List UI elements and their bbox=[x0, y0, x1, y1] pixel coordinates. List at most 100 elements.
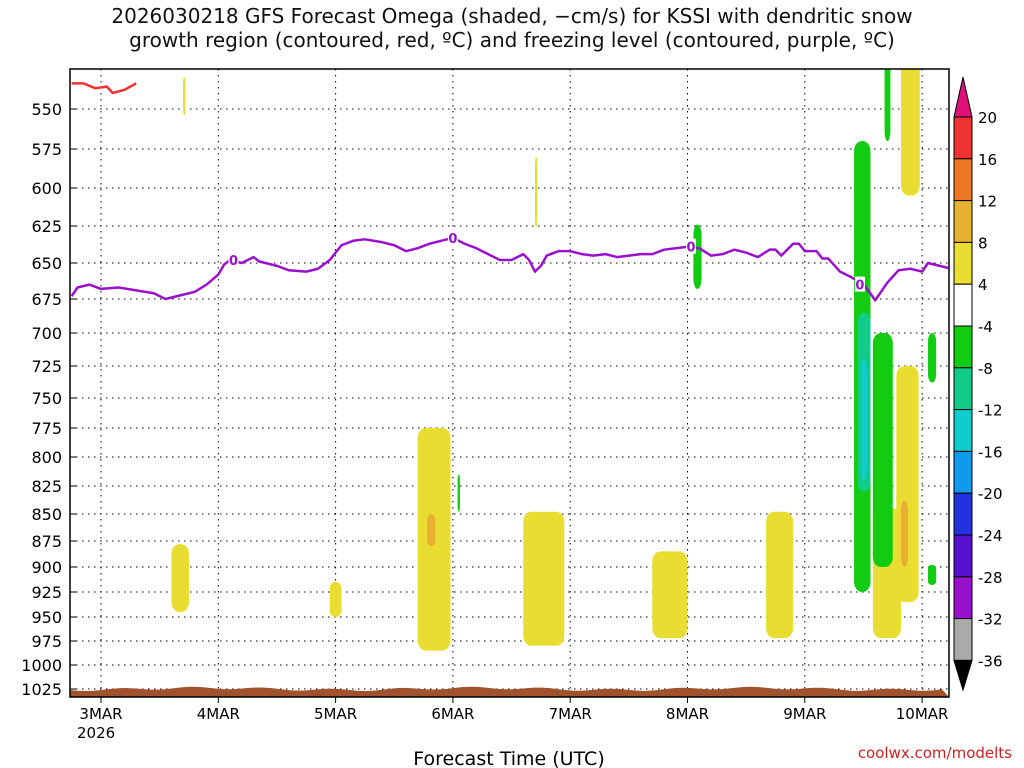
colorbar-label: -16 bbox=[978, 443, 1003, 461]
omega-region bbox=[884, 69, 891, 141]
plot-frame bbox=[69, 68, 950, 698]
x-tick-label: 6MAR bbox=[431, 705, 474, 723]
y-tick-label: 800 bbox=[31, 448, 62, 467]
colorbar-legend: 20 16 12 8 4 -4 -8 -12 -16 -20 -24 -28 -32 -36 bbox=[953, 76, 1003, 692]
chart-title-line-2: growth region (contoured, red, ºC) and f… bbox=[129, 28, 895, 52]
omega-region bbox=[900, 69, 920, 196]
omega-region bbox=[457, 474, 460, 512]
colorbar-swatch bbox=[953, 283, 973, 327]
freezing-level-contour: 0 0 0 0 bbox=[70, 229, 949, 302]
colorbar-label: -20 bbox=[978, 485, 1003, 503]
colorbar-label: -32 bbox=[978, 611, 1003, 629]
omega-region bbox=[861, 359, 867, 481]
colorbar-swatch bbox=[953, 200, 973, 243]
colorbar-label: -28 bbox=[978, 569, 1003, 587]
omega-region bbox=[900, 500, 909, 567]
terrain-band bbox=[70, 686, 949, 697]
omega-region bbox=[652, 551, 688, 639]
freezing-level-label: 0 bbox=[229, 254, 238, 269]
colorbar-bottom-arrow bbox=[953, 659, 973, 692]
omega-region bbox=[427, 514, 436, 547]
freezing-level-label: 0 bbox=[686, 241, 695, 256]
x-tick-label: 9MAR bbox=[783, 705, 826, 723]
contour-label-bg bbox=[854, 276, 865, 292]
x-tick-label: 5MAR bbox=[314, 705, 357, 723]
x-tick-label: 4MAR bbox=[197, 705, 240, 723]
colorbar-swatch bbox=[953, 576, 973, 620]
colorbar-label: -12 bbox=[978, 402, 1003, 420]
y-tick-label: 875 bbox=[31, 532, 62, 551]
freezing-level-line bbox=[70, 236, 949, 302]
freezing-level-label: 0 bbox=[448, 232, 457, 247]
y-tick-label: 700 bbox=[31, 324, 62, 343]
y-tick-label: 625 bbox=[31, 217, 62, 236]
colorbar-label: -36 bbox=[978, 652, 1003, 670]
y-tick-label: 675 bbox=[31, 290, 62, 309]
contour-label-bg bbox=[228, 252, 239, 268]
colorbar-swatch bbox=[953, 367, 973, 411]
y-tick-label: 650 bbox=[31, 254, 62, 273]
omega-region bbox=[329, 582, 342, 617]
colorbar-label: -8 bbox=[978, 360, 993, 378]
colorbar-swatch bbox=[953, 241, 973, 285]
x-axis-year-label: 2026 bbox=[77, 724, 115, 742]
colorbar-swatch bbox=[953, 450, 973, 494]
colorbar-swatch bbox=[953, 325, 973, 369]
colorbar-swatch bbox=[953, 158, 973, 202]
dgz-line bbox=[71, 82, 137, 95]
y-tick-label: 575 bbox=[31, 140, 62, 159]
colorbar-label: 12 bbox=[978, 193, 997, 211]
colorbar-label: 16 bbox=[978, 151, 997, 169]
omega-region bbox=[927, 564, 937, 585]
source-credit: coolwx.com/modelts bbox=[857, 744, 1012, 762]
chart-title-line-1: 2026030218 GFS Forecast Omega (shaded, −… bbox=[111, 4, 913, 28]
x-tick-label: 7MAR bbox=[549, 705, 592, 723]
y-tick-label: 550 bbox=[31, 100, 62, 119]
y-tick-label: 975 bbox=[31, 632, 62, 651]
y-tick-label: 950 bbox=[31, 608, 62, 627]
x-tick-label: 10MAR bbox=[896, 705, 949, 723]
colorbar-swatch bbox=[953, 492, 973, 536]
colorbar-label: 4 bbox=[978, 276, 988, 294]
omega-region bbox=[896, 366, 919, 602]
freezing-level-label: 0 bbox=[855, 279, 864, 294]
y-tick-label: 1000 bbox=[21, 656, 62, 675]
y-tick-label: 600 bbox=[31, 179, 62, 198]
omega-shading bbox=[171, 69, 937, 651]
y-tick-label: 825 bbox=[31, 477, 62, 496]
y-tick-label: 725 bbox=[31, 357, 62, 376]
colorbar-label: 8 bbox=[978, 234, 988, 252]
omega-region bbox=[872, 333, 893, 567]
grid-lines bbox=[70, 69, 949, 697]
omega-region bbox=[535, 156, 538, 228]
colorbar-label: -24 bbox=[978, 527, 1003, 545]
omega-region bbox=[171, 544, 189, 612]
x-tick-label: 3MAR bbox=[79, 705, 122, 723]
colorbar-swatch bbox=[953, 618, 973, 661]
colorbar-label: 20 bbox=[978, 109, 997, 127]
y-tick-label: 750 bbox=[31, 389, 62, 408]
omega-region bbox=[183, 77, 186, 116]
dgz-contour bbox=[71, 82, 137, 95]
y-tick-label: 775 bbox=[31, 419, 62, 438]
omega-region bbox=[927, 333, 937, 383]
y-axis: 550 575 600 625 650 675 700 725 750 775 800 825 850 8… bbox=[21, 100, 76, 699]
x-axis: 3MAR 4MAR 5MAR 6MAR 7MAR 8MAR 9MAR 10MAR bbox=[79, 697, 948, 723]
contour-label-bg bbox=[686, 238, 697, 254]
y-tick-label: 900 bbox=[31, 558, 62, 577]
colorbar-swatch bbox=[953, 534, 973, 578]
colorbar-top-arrow bbox=[953, 76, 973, 118]
contour-label-bg bbox=[447, 229, 458, 245]
y-tick-label: 1025 bbox=[21, 680, 62, 699]
terrain-surface bbox=[70, 686, 949, 697]
colorbar-label: -4 bbox=[978, 318, 993, 336]
x-axis-title: Forecast Time (UTC) bbox=[413, 748, 604, 768]
colorbar-swatch bbox=[953, 116, 973, 160]
omega-region bbox=[766, 511, 794, 639]
omega-region bbox=[523, 511, 565, 646]
y-tick-label: 850 bbox=[31, 505, 62, 524]
x-tick-label: 8MAR bbox=[666, 705, 709, 723]
colorbar-swatch bbox=[953, 409, 973, 452]
y-tick-label: 925 bbox=[31, 583, 62, 602]
